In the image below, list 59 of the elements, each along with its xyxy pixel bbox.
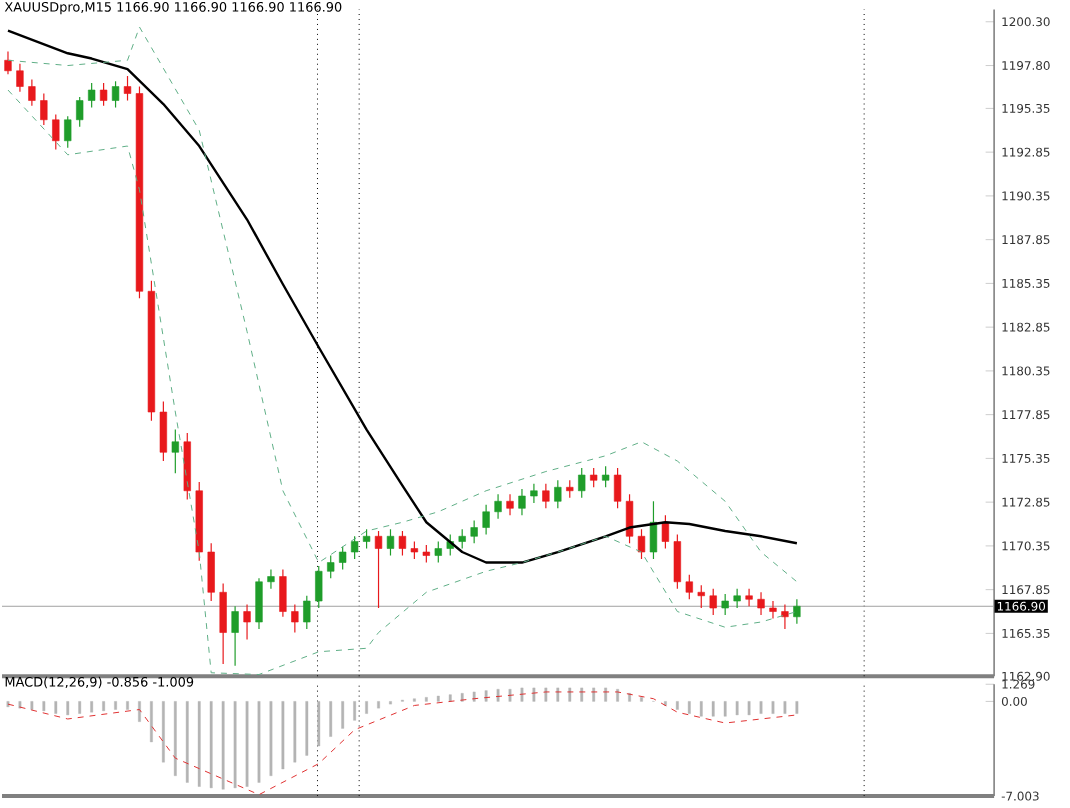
candlestick xyxy=(590,467,598,489)
candlestick xyxy=(542,483,550,510)
candlestick xyxy=(362,529,371,550)
candlestick xyxy=(315,565,323,610)
candlestick xyxy=(578,467,586,499)
candlestick xyxy=(255,578,263,631)
candlestick xyxy=(76,96,84,128)
candlestick xyxy=(661,515,670,550)
candlestick xyxy=(159,401,168,463)
candlestick xyxy=(231,606,239,667)
candlestick xyxy=(793,599,801,625)
candlestick xyxy=(733,588,741,610)
candlestick xyxy=(745,588,753,608)
candlestick xyxy=(697,585,705,610)
candlestick xyxy=(721,593,729,617)
candlestick xyxy=(350,536,359,561)
candlestick xyxy=(291,604,299,634)
candlestick xyxy=(16,63,24,93)
candlestick xyxy=(470,520,478,545)
candlestick xyxy=(781,604,789,631)
candlestick xyxy=(757,592,765,617)
candlestick xyxy=(52,114,60,151)
candlestick xyxy=(303,595,311,631)
line-series xyxy=(7,691,798,796)
candlestick xyxy=(554,480,562,510)
candlestick xyxy=(374,530,383,610)
candlestick xyxy=(482,504,490,536)
candlestick xyxy=(219,583,227,666)
candlestick xyxy=(649,501,658,561)
candlestick xyxy=(386,529,395,557)
candlestick xyxy=(123,75,132,102)
candlestick xyxy=(339,546,347,571)
candlestick xyxy=(506,494,514,517)
line-series xyxy=(7,89,798,676)
candlestick xyxy=(267,569,275,590)
candlestick xyxy=(458,529,466,550)
candlestick xyxy=(685,574,693,601)
candlestick xyxy=(88,82,96,109)
candlestick xyxy=(613,467,622,510)
candlestick xyxy=(518,488,526,517)
candlestick xyxy=(279,569,287,618)
candlestick xyxy=(40,93,48,127)
candlestick xyxy=(64,116,72,149)
candlestick xyxy=(171,429,179,475)
candlestick xyxy=(4,51,12,76)
candlestick xyxy=(434,541,442,564)
candlestick xyxy=(673,534,682,590)
candlestick xyxy=(243,604,251,641)
candlestick xyxy=(769,600,777,620)
candlestick xyxy=(99,82,108,107)
candlestick xyxy=(530,483,538,505)
candlestick xyxy=(207,543,215,603)
candlestick xyxy=(494,494,502,520)
candlestick xyxy=(709,588,717,617)
candlestick xyxy=(111,81,120,109)
candlestick xyxy=(327,555,335,580)
candlestick xyxy=(601,466,610,489)
candlestick xyxy=(28,79,36,107)
candlestick xyxy=(398,530,407,557)
